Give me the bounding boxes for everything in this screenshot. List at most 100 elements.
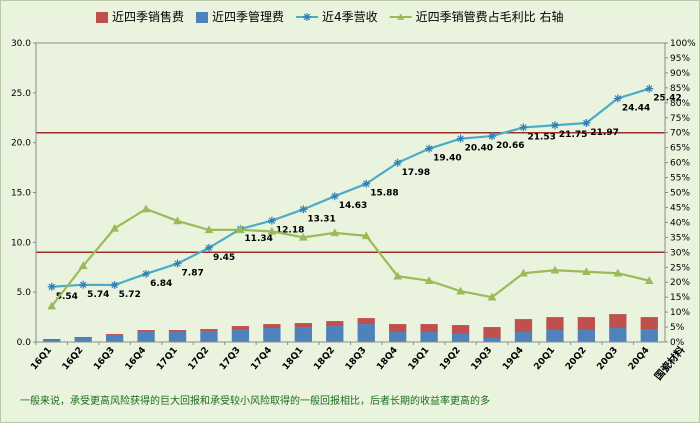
revenue-label-16Q4: 6.84 — [150, 279, 172, 289]
bar-sales-17Q3 — [231, 326, 250, 330]
revenue-point-18Q3 — [362, 179, 371, 188]
revenue-point-17Q2 — [204, 243, 213, 252]
y-right-tick-label: 35% — [670, 233, 690, 243]
ratio-point-20Q2 — [582, 267, 591, 276]
x-tick-label: 18Q3 — [344, 346, 369, 373]
bar-sales-20Q1 — [546, 317, 564, 331]
x-tick-label: 17Q1 — [155, 346, 180, 373]
y-left-tick-label: 5.0 — [17, 288, 32, 298]
y-right-tick-label: 10% — [670, 308, 690, 318]
y-right-tick-label: 25% — [670, 263, 690, 273]
bar-sales-18Q2 — [326, 321, 344, 327]
revenue-label-16Q1: 5.54 — [56, 292, 78, 302]
revenue-label-20Q4: 25.42 — [653, 94, 681, 104]
revenue-label-17Q3: 11.34 — [244, 234, 272, 244]
bar-sales-16Q2 — [74, 337, 92, 339]
revenue-label-17Q4: 12.18 — [276, 226, 304, 236]
legend-label: 近4季营收 — [322, 10, 378, 24]
bar-sales-16Q3 — [105, 334, 124, 336]
revenue-point-18Q4 — [393, 158, 402, 167]
bar-sales-16Q1 — [43, 339, 61, 341]
bar-sales-16Q4 — [137, 330, 155, 333]
revenue-point-19Q2 — [456, 134, 465, 143]
revenue-label-19Q2: 20.40 — [465, 144, 493, 154]
y-right-tick-label: 70% — [670, 129, 690, 139]
x-tick-label: 16Q3 — [92, 346, 117, 373]
x-tick-label: 16Q2 — [61, 346, 86, 373]
bar-sales-20Q3 — [609, 314, 627, 329]
revenue-point-18Q2 — [330, 192, 339, 201]
legend-label: 近四季销管费占毛利比 右轴 — [416, 9, 564, 24]
revenue-point-19Q1 — [425, 144, 434, 153]
ratio-point-18Q1 — [298, 232, 308, 241]
x-tick-label: 17Q2 — [187, 346, 212, 373]
legend-item-3: 近4季营收 — [296, 10, 378, 24]
ratio-point-18Q2 — [330, 228, 340, 237]
line-expense-ratio — [50, 207, 650, 307]
ratio-point-17Q2 — [204, 225, 214, 234]
bar-sales-20Q4 — [640, 317, 658, 330]
ratio-point-16Q4 — [141, 204, 151, 213]
legend-swatch — [196, 12, 209, 23]
bar-admin-19Q4 — [514, 332, 533, 342]
x-tick-label: 19Q3 — [470, 346, 495, 373]
y-right-tick-label: 0% — [670, 338, 685, 348]
y-left-tick-label: 0.0 — [17, 338, 32, 348]
y-right-tick-label: 90% — [670, 69, 690, 79]
x-tick-label: 17Q3 — [218, 346, 243, 373]
revenue-point-16Q3 — [110, 280, 119, 289]
x-tick-label: 20Q2 — [564, 346, 589, 373]
revenue-label-19Q4: 21.53 — [527, 132, 555, 142]
bar-sales-18Q4 — [389, 324, 407, 333]
revenue-label-16Q2: 5.74 — [87, 290, 109, 300]
revenue-label-18Q4: 17.98 — [402, 168, 430, 178]
legend: 近四季销售费 近四季管理费 近4季营收 近四季销管费占毛利比 右轴 — [96, 9, 564, 24]
y-right-tick-label: 40% — [670, 218, 690, 228]
line-revenue — [51, 87, 650, 288]
legend-label: 近四季销售费 — [112, 9, 184, 24]
bar-admin-16Q2 — [74, 338, 92, 342]
bar-admin-19Q2 — [451, 334, 470, 342]
ratio-point-19Q3 — [487, 292, 497, 301]
bar-sales-18Q3 — [357, 318, 375, 325]
revenue-label-17Q1: 7.87 — [182, 269, 204, 279]
x-tick-label: 20Q1 — [533, 346, 558, 373]
bar-admin-20Q4 — [640, 329, 658, 342]
bar-sales-17Q1 — [168, 330, 187, 333]
y-right-tick-label: 65% — [670, 144, 690, 154]
revenue-point-17Q1 — [173, 259, 182, 268]
revenue-label-19Q1: 19.40 — [433, 154, 461, 164]
ratio-point-19Q2 — [456, 286, 465, 295]
revenue-point-19Q3 — [488, 132, 497, 141]
bar-sales-19Q3 — [483, 327, 501, 339]
bar-admin-18Q2 — [326, 326, 344, 342]
bar-admin-16Q1 — [43, 340, 61, 342]
x-tick-label: 19Q1 — [407, 346, 432, 373]
revenue-point-16Q1 — [47, 282, 56, 291]
ratio-point-17Q1 — [173, 216, 182, 225]
ratio-point-19Q1 — [424, 276, 434, 285]
x-tick-label: 18Q1 — [281, 346, 306, 373]
y-left-tick-label: 15.0 — [11, 189, 31, 199]
legend-item-1: 近四季销售费 — [96, 9, 184, 24]
ratio-point-20Q1 — [550, 265, 560, 274]
revenue-point-20Q2 — [582, 119, 591, 128]
revenue-label-17Q2: 9.45 — [213, 253, 235, 263]
x-tick-label: 16Q1 — [29, 346, 54, 373]
ratio-point-16Q3 — [110, 223, 119, 232]
revenue-label-20Q1: 21.75 — [559, 130, 587, 140]
bar-admin-17Q1 — [168, 332, 187, 342]
bar-sales-20Q2 — [577, 317, 596, 331]
bar-admin-20Q3 — [609, 328, 627, 342]
ratio-point-18Q4 — [393, 271, 403, 280]
revenue-point-20Q1 — [550, 121, 559, 130]
y-right-tick-label: 45% — [670, 203, 690, 213]
footnote: 一般来说，承受更高风险获得的巨大回报和承受较小风险取得的一般回报相比，后者长期的… — [20, 394, 490, 407]
x-tick-label: 16Q4 — [124, 346, 149, 373]
legend-item-2: 近四季管理费 — [196, 9, 284, 24]
bar-admin-17Q3 — [231, 329, 250, 342]
y-left-tick-label: 25.0 — [11, 89, 31, 99]
